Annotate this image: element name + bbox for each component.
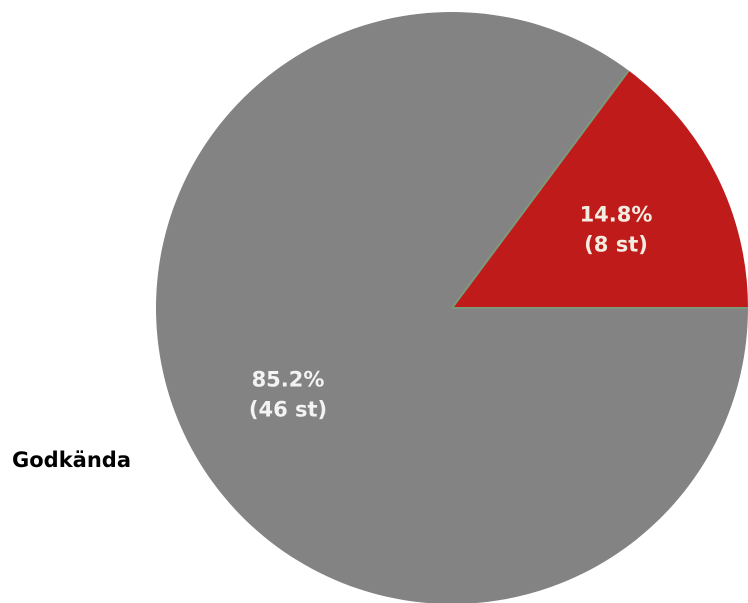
slice-1-percent-label: 85.2% xyxy=(252,367,325,391)
pie-labels: 14.8% (8 st) 85.2% (46 st) xyxy=(249,203,653,422)
slice-0-percent-label: 14.8% xyxy=(580,203,653,227)
slice-0-count-label: (8 st) xyxy=(584,233,648,257)
pie-slice-0 xyxy=(452,70,748,308)
slice-name-label: Godkända xyxy=(12,448,131,472)
pie-slices xyxy=(156,12,748,603)
slice-separator-1 xyxy=(451,69,630,309)
slice-1-count-label: (46 st) xyxy=(249,397,327,421)
